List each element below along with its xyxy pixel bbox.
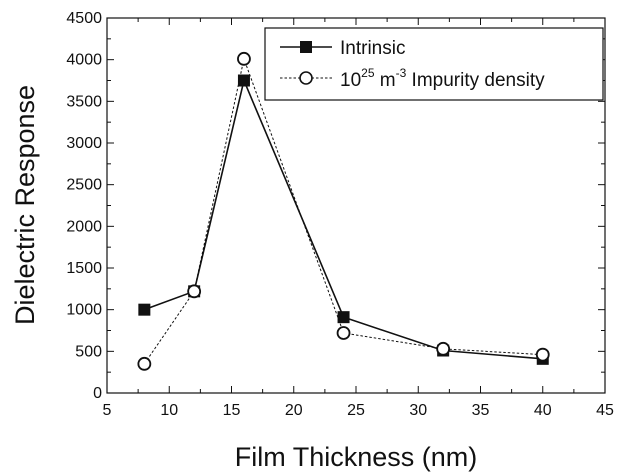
series-intrinsic [138, 74, 549, 365]
y-tick-label: 3000 [66, 135, 102, 152]
y-tick-label: 0 [93, 385, 102, 402]
legend-impurity-exp: 25 [361, 66, 375, 80]
data-point-circle [436, 341, 451, 356]
series-impurity [137, 51, 550, 371]
x-tick-label: 15 [223, 402, 241, 419]
x-tick-label: 20 [285, 402, 303, 419]
x-tick-label: 5 [103, 402, 112, 419]
legend: Intrinsic 1025 m-3 Impurity density [264, 27, 604, 101]
x-tick-label: 45 [596, 402, 614, 419]
data-point-square [237, 74, 250, 87]
x-tick-label: 30 [409, 402, 427, 419]
x-axis-title: Film Thickness (nm) [235, 442, 478, 472]
y-tick-label: 500 [75, 343, 102, 360]
legend-impurity-rest: Impurity density [406, 70, 545, 91]
x-tick-label: 10 [160, 402, 178, 419]
y-tick-label: 1500 [66, 260, 102, 277]
data-point-circle [237, 51, 251, 66]
legend-intrinsic-marker [300, 41, 312, 53]
data-point-circle [187, 284, 202, 299]
y-tick-label: 3500 [66, 93, 102, 110]
y-tick-label: 4000 [66, 52, 102, 69]
y-tick-label: 2000 [66, 218, 102, 235]
legend-impurity-unit-exp: -3 [396, 66, 407, 80]
legend-impurity-base: 10 [340, 70, 361, 91]
y-tick-label: 1000 [66, 302, 102, 319]
y-tick-label: 4500 [66, 10, 102, 27]
data-point-square [337, 311, 350, 324]
data-point-circle [336, 326, 351, 340]
data-point-circle [535, 347, 550, 362]
y-tick-label: 2500 [66, 177, 102, 194]
legend-impurity-unit: m [375, 70, 396, 91]
x-tick-label: 35 [472, 402, 490, 419]
tick-labels: 5 10 15 20 25 30 35 40 45 0 500 1000 1500 2000 2500 300… [66, 10, 614, 419]
series-line [143, 57, 543, 365]
data-point-circle [137, 356, 152, 371]
y-axis-title: Dielectric Response [10, 85, 40, 325]
x-tick-label: 25 [347, 402, 365, 419]
axis-ticks [106, 17, 606, 394]
legend-impurity-label: 1025 m-3 Impurity density [340, 66, 545, 91]
series-layer [137, 51, 550, 371]
data-point-square [138, 303, 151, 316]
x-tick-label: 40 [534, 402, 552, 419]
legend-impurity-marker [299, 71, 313, 85]
series-line [144, 77, 543, 360]
legend-box [264, 27, 604, 101]
legend-intrinsic-label: Intrinsic [340, 38, 405, 59]
